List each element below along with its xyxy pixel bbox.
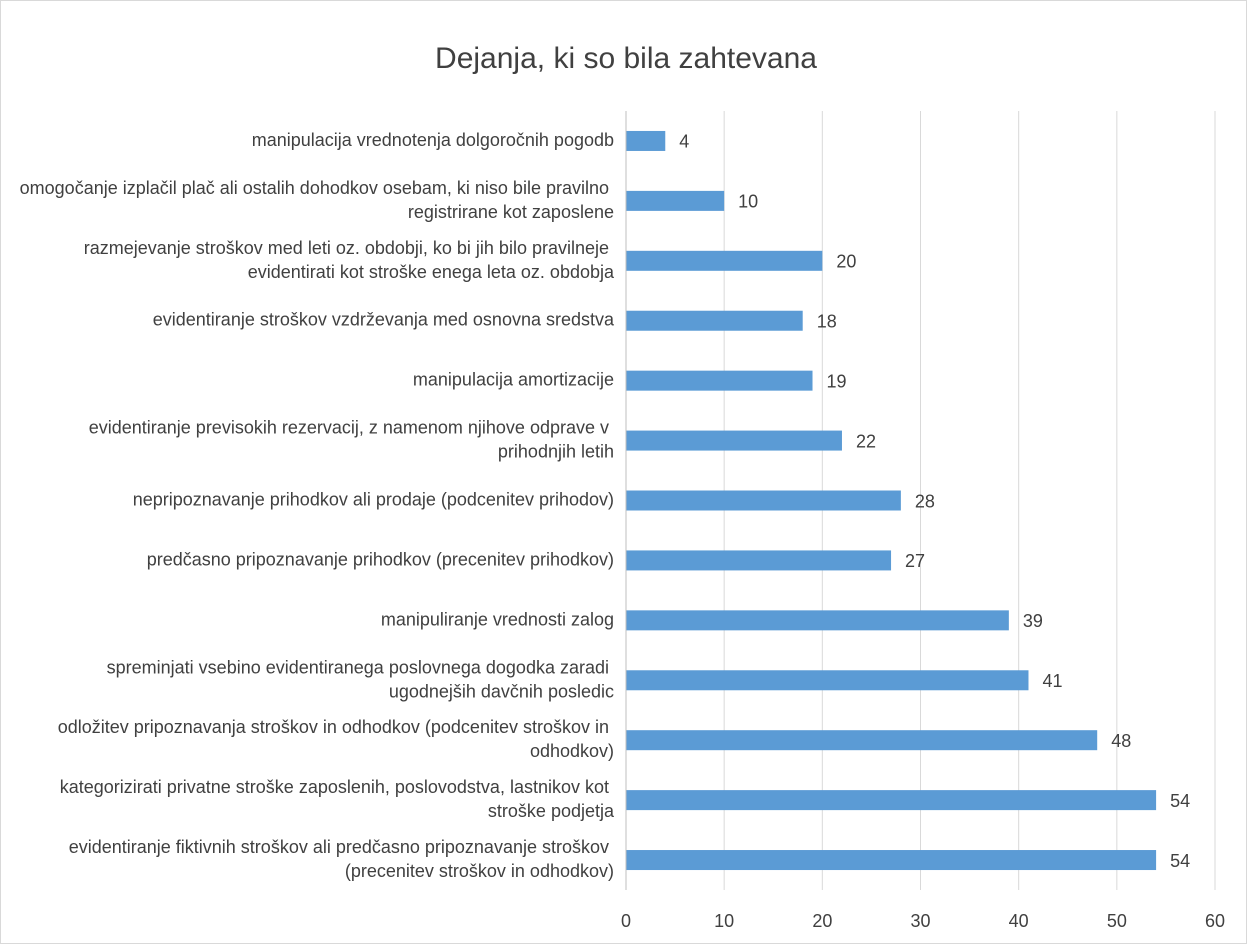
bar	[626, 250, 823, 271]
bar	[626, 850, 1157, 871]
data-label: 27	[905, 551, 925, 571]
x-tick-label: 40	[1009, 911, 1029, 931]
bar	[626, 730, 1098, 751]
data-label: 54	[1170, 851, 1190, 871]
x-tick-label: 50	[1107, 911, 1127, 931]
bar	[626, 670, 1029, 691]
bar	[626, 490, 901, 511]
chart-title: Dejanja, ki so bila zahtevana	[435, 42, 817, 75]
data-label: 54	[1170, 791, 1190, 811]
bar	[626, 190, 725, 211]
data-label: 18	[817, 311, 837, 331]
data-label: 28	[915, 491, 935, 511]
data-label: 41	[1042, 671, 1062, 691]
y-tick-label: omogočanje izplačil plač ali ostalih doh…	[20, 178, 614, 222]
y-tick-label: evidentiranje previsokih rezervacij, z n…	[89, 417, 614, 461]
bar	[626, 130, 666, 151]
y-tick-label: evidentiranje fiktivnih stroškov ali pre…	[69, 837, 614, 881]
bar	[626, 610, 1009, 631]
y-tick-label: manipuliranje vrednosti zalog	[381, 609, 614, 629]
data-label: 22	[856, 431, 876, 451]
x-tick-label: 30	[910, 911, 930, 931]
bar	[626, 370, 813, 391]
bar	[626, 790, 1157, 811]
x-tick-label: 10	[714, 911, 734, 931]
y-tick-label: odložitev pripoznavanja stroškov in odho…	[58, 717, 614, 761]
data-label: 48	[1111, 731, 1131, 751]
y-tick-label: kategorizirati privatne stroške zaposlen…	[60, 777, 615, 821]
x-tick-label: 20	[812, 911, 832, 931]
data-label: 10	[738, 192, 758, 212]
y-tick-label: manipulacija vrednotenja dolgoročnih pog…	[252, 130, 614, 150]
data-label: 39	[1023, 611, 1043, 631]
y-tick-label: spreminjati vsebino evidentiranega poslo…	[107, 657, 614, 701]
bar	[626, 310, 803, 331]
x-tick-label: 0	[621, 911, 631, 931]
y-tick-label: predčasno pripoznavanje prihodkov (prece…	[147, 549, 614, 569]
data-label: 4	[679, 132, 689, 152]
y-tick-label: manipulacija amortizacije	[413, 369, 614, 389]
y-tick-label: razmejevanje stroškov med leti oz. obdob…	[84, 238, 615, 282]
y-tick-label: evidentiranje stroškov vzdrževanja med o…	[153, 309, 615, 329]
data-label: 20	[836, 252, 856, 272]
y-tick-label: nepripoznavanje prihodkov ali prodaje (p…	[133, 489, 614, 509]
data-label: 19	[827, 371, 847, 391]
x-tick-label: 60	[1205, 911, 1225, 931]
bar	[626, 550, 892, 571]
bar	[626, 430, 842, 451]
